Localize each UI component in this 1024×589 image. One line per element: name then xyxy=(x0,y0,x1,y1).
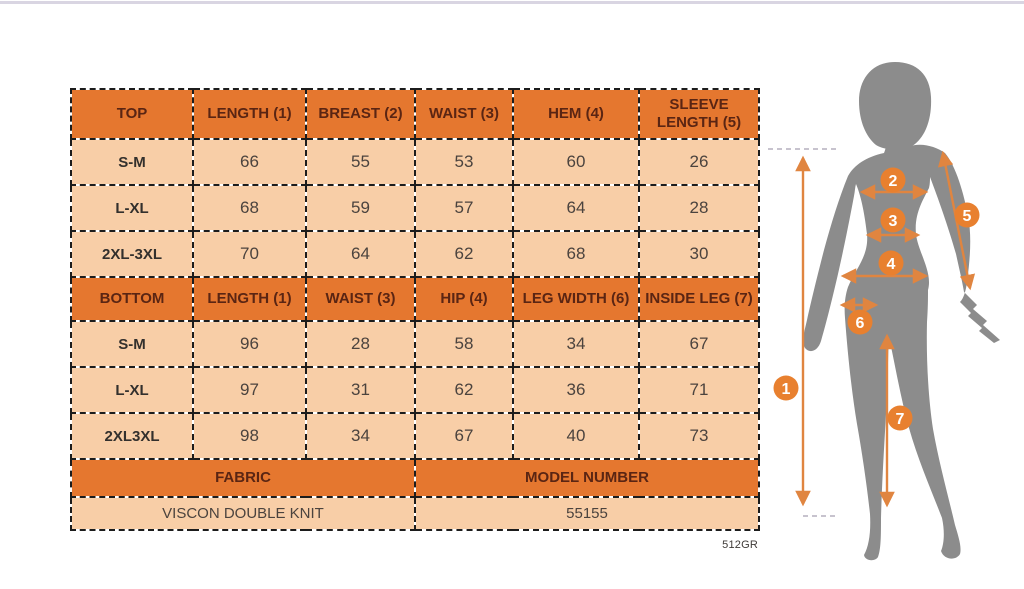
badge-7: 7 xyxy=(887,405,913,431)
table-row: 2XL3XL 98 34 67 40 73 xyxy=(70,412,760,460)
value-cell: 34 xyxy=(512,320,640,368)
model-number-label: MODEL NUMBER xyxy=(414,458,760,498)
value-cell: 60 xyxy=(512,138,640,186)
value-cell: 64 xyxy=(305,230,416,278)
badge-4-label: 4 xyxy=(887,256,896,273)
info-header-row: FABRIC MODEL NUMBER xyxy=(70,458,760,498)
value-cell: 97 xyxy=(192,366,307,414)
value-cell: 71 xyxy=(638,366,760,414)
bottom-header-hip: HIP (4) xyxy=(414,276,514,322)
badge-2: 2 xyxy=(880,167,906,193)
badge-1: 1 xyxy=(773,375,799,401)
size-chart-table: TOP LENGTH (1) BREAST (2) WAIST (3) HEM … xyxy=(70,88,760,531)
value-cell: 53 xyxy=(414,138,514,186)
value-cell: 40 xyxy=(512,412,640,460)
badge-5-label: 5 xyxy=(963,208,972,225)
woman-silhouette xyxy=(803,62,1000,561)
size-label-cell: L-XL xyxy=(70,366,194,414)
badge-3: 3 xyxy=(880,207,906,233)
size-label-cell: S-M xyxy=(70,138,194,186)
value-cell: 55 xyxy=(305,138,416,186)
top-header-breast: BREAST (2) xyxy=(305,88,416,140)
table-row: 2XL-3XL 70 64 62 68 30 xyxy=(70,230,760,278)
measurement-figure: 1 2 3 4 5 6 7 xyxy=(760,0,1024,584)
size-label-cell: 2XL3XL xyxy=(70,412,194,460)
badge-5: 5 xyxy=(954,202,980,228)
value-cell: 30 xyxy=(638,230,760,278)
bottom-section-label: BOTTOM xyxy=(70,276,194,322)
value-cell: 68 xyxy=(512,230,640,278)
silhouette-body xyxy=(803,132,1000,561)
table-row: S-M 96 28 58 34 67 xyxy=(70,320,760,368)
value-cell: 62 xyxy=(414,230,514,278)
value-cell: 57 xyxy=(414,184,514,232)
fabric-value: VISCON DOUBLE KNIT xyxy=(70,496,416,531)
badge-4: 4 xyxy=(878,250,904,276)
badge-3-label: 3 xyxy=(889,213,898,230)
size-label-cell: L-XL xyxy=(70,184,194,232)
value-cell: 34 xyxy=(305,412,416,460)
value-cell: 28 xyxy=(638,184,760,232)
top-header-sleeve-length: SLEEVE LENGTH (5) xyxy=(638,88,760,140)
value-cell: 62 xyxy=(414,366,514,414)
bottom-header-waist: WAIST (3) xyxy=(305,276,416,322)
value-cell: 98 xyxy=(192,412,307,460)
badge-7-label: 7 xyxy=(896,411,905,428)
info-value-row: VISCON DOUBLE KNIT 55155 xyxy=(70,496,760,531)
value-cell: 59 xyxy=(305,184,416,232)
top-header-length: LENGTH (1) xyxy=(192,88,307,140)
model-number-value: 55155 xyxy=(414,496,760,531)
style-code-footnote: 512GR xyxy=(722,539,758,551)
value-cell: 68 xyxy=(192,184,307,232)
top-header-waist: WAIST (3) xyxy=(414,88,514,140)
value-cell: 73 xyxy=(638,412,760,460)
bottom-header-row: BOTTOM LENGTH (1) WAIST (3) HIP (4) LEG … xyxy=(70,276,760,322)
top-header-hem: HEM (4) xyxy=(512,88,640,140)
table-row: L-XL 97 31 62 36 71 xyxy=(70,366,760,414)
badge-6-label: 6 xyxy=(856,315,865,332)
badge-1-label: 1 xyxy=(782,381,791,398)
value-cell: 64 xyxy=(512,184,640,232)
bottom-header-leg-width: LEG WIDTH (6) xyxy=(512,276,640,322)
value-cell: 66 xyxy=(192,138,307,186)
top-header-row: TOP LENGTH (1) BREAST (2) WAIST (3) HEM … xyxy=(70,88,760,140)
badge-6: 6 xyxy=(847,309,873,335)
value-cell: 31 xyxy=(305,366,416,414)
table-row: L-XL 68 59 57 64 28 xyxy=(70,184,760,232)
bottom-header-length: LENGTH (1) xyxy=(192,276,307,322)
value-cell: 28 xyxy=(305,320,416,368)
value-cell: 26 xyxy=(638,138,760,186)
badge-2-label: 2 xyxy=(889,173,898,190)
value-cell: 58 xyxy=(414,320,514,368)
page-top-divider xyxy=(0,1,1024,4)
value-cell: 67 xyxy=(414,412,514,460)
table-row: S-M 66 55 53 60 26 xyxy=(70,138,760,186)
guide-dashes xyxy=(768,148,840,517)
value-cell: 96 xyxy=(192,320,307,368)
bottom-header-inside-leg: INSIDE LEG (7) xyxy=(638,276,760,322)
measurement-badges: 1 2 3 4 5 6 7 xyxy=(773,167,980,431)
value-cell: 36 xyxy=(512,366,640,414)
value-cell: 70 xyxy=(192,230,307,278)
top-section-label: TOP xyxy=(70,88,194,140)
size-chart: TOP LENGTH (1) BREAST (2) WAIST (3) HEM … xyxy=(70,88,760,531)
size-label-cell: S-M xyxy=(70,320,194,368)
size-label-cell: 2XL-3XL xyxy=(70,230,194,278)
fabric-label: FABRIC xyxy=(70,458,416,498)
value-cell: 67 xyxy=(638,320,760,368)
silhouette-head xyxy=(859,62,932,150)
